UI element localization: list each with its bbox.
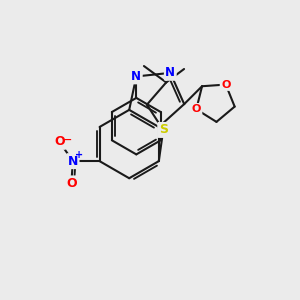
Text: O: O — [54, 135, 65, 148]
Text: +: + — [75, 150, 83, 160]
Text: −: − — [63, 135, 73, 145]
Text: O: O — [66, 177, 77, 190]
Text: N: N — [68, 154, 78, 168]
Text: N: N — [131, 70, 141, 83]
Text: N: N — [165, 66, 175, 80]
Text: S: S — [159, 123, 168, 136]
Text: O: O — [221, 80, 230, 90]
Text: O: O — [192, 104, 201, 114]
